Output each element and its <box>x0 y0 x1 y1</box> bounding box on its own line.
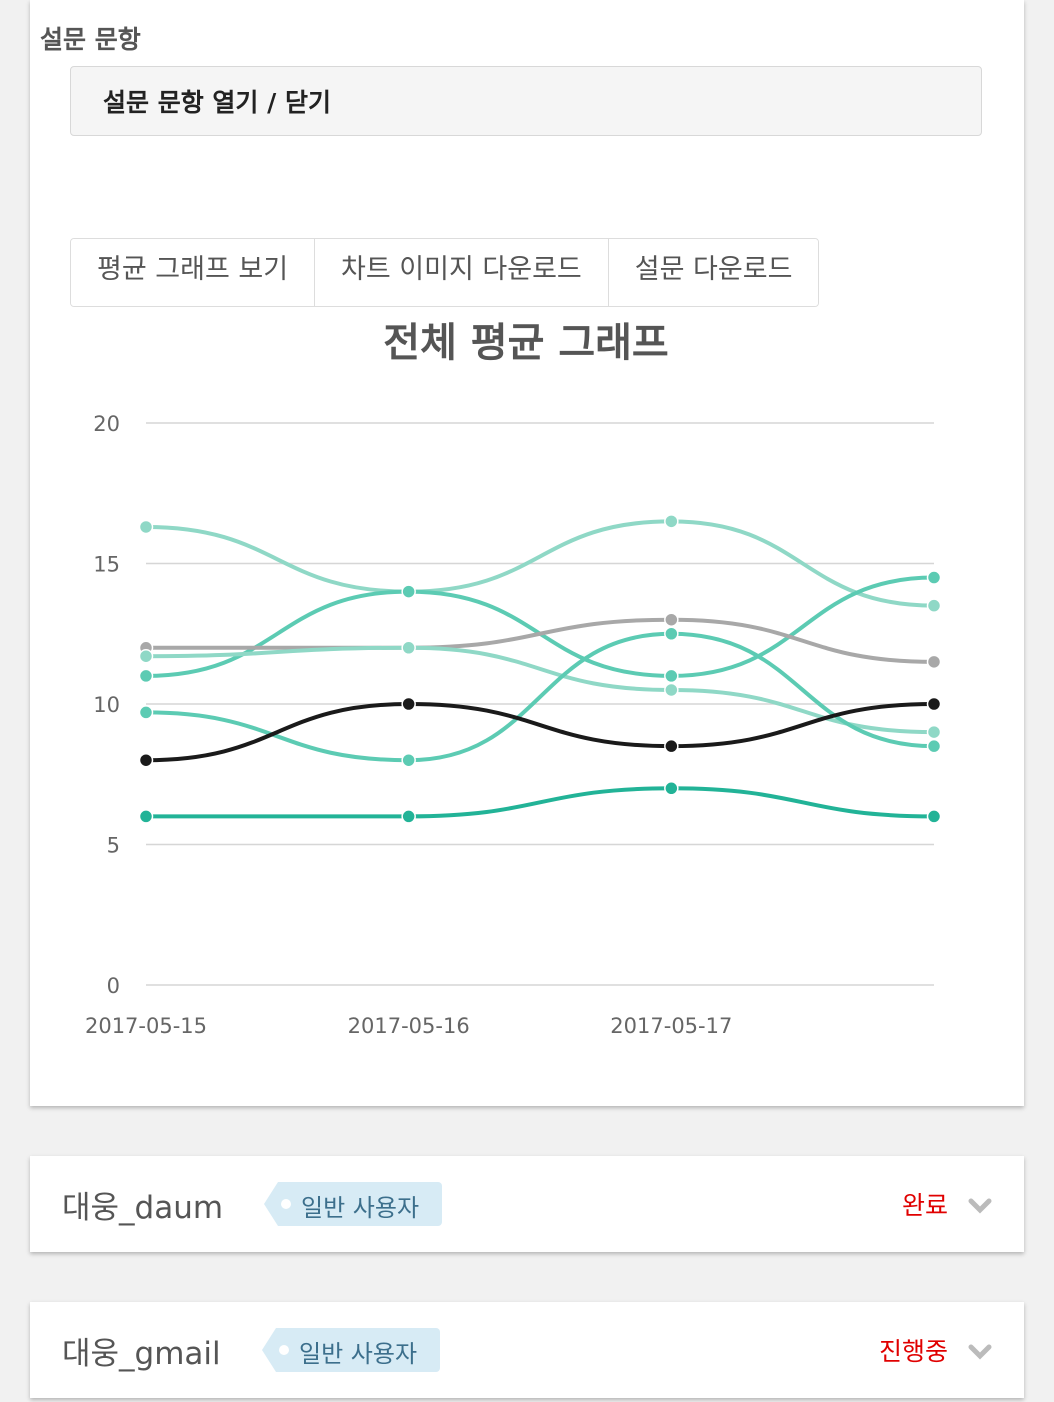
chart-toolbar: 평균 그래프 보기 차트 이미지 다운로드 설문 다운로드 <box>70 238 820 307</box>
data-point[interactable] <box>401 752 416 768</box>
series-line <box>145 631 935 763</box>
chart-image-download-button[interactable]: 차트 이미지 다운로드 <box>315 239 609 306</box>
data-point[interactable] <box>926 738 942 754</box>
data-point[interactable] <box>664 668 679 684</box>
series-line <box>146 786 935 819</box>
data-point[interactable] <box>138 519 154 535</box>
data-point[interactable] <box>664 612 679 627</box>
y-tick-label: 15 <box>93 553 120 577</box>
series-line <box>145 519 935 608</box>
response-card-1[interactable]: 대웅_daum 일반 사용자 완료 <box>30 1156 1024 1252</box>
average-line-chart: 전체 평균 그래프 0 5 10 15 20 2017-05-15 2017-05-16 2… <box>85 320 942 1038</box>
data-point[interactable] <box>926 654 942 670</box>
data-point[interactable] <box>926 696 942 712</box>
data-point[interactable] <box>664 626 679 641</box>
data-point[interactable] <box>401 809 416 824</box>
data-point[interactable] <box>138 809 154 824</box>
data-point[interactable] <box>926 724 942 740</box>
toggle-questions-label: 설문 문항 열기 / 닫기 <box>103 88 331 117</box>
average-graph-button[interactable]: 평균 그래프 보기 <box>71 239 316 306</box>
status-text: 완료 <box>901 1191 948 1220</box>
data-point[interactable] <box>401 584 416 599</box>
chart-title: 전체 평균 그래프 <box>383 320 668 366</box>
series-line <box>145 701 935 763</box>
y-tick-label: 0 <box>107 974 120 998</box>
data-point[interactable] <box>926 570 942 585</box>
y-tick-label: 5 <box>107 834 120 858</box>
data-point[interactable] <box>664 781 679 796</box>
chevron-down-icon[interactable] <box>966 1191 994 1219</box>
respondent-name: 대웅_gmail <box>62 1336 221 1372</box>
x-tick-label: 2017-05-17 <box>610 1014 732 1038</box>
respondent-name: 대웅_daum <box>62 1190 224 1226</box>
series-line <box>146 617 935 664</box>
data-point[interactable] <box>401 696 416 712</box>
survey-download-button[interactable]: 설문 다운로드 <box>608 239 819 306</box>
x-tick-label: 2017-05-15 <box>85 1014 207 1038</box>
data-point[interactable] <box>138 668 154 684</box>
data-point[interactable] <box>401 640 416 656</box>
data-point[interactable] <box>664 682 679 698</box>
x-tick-label: 2017-05-16 <box>348 1014 470 1038</box>
section-title: 설문 문항 <box>40 25 141 54</box>
response-card-2[interactable]: 대웅_gmail 일반 사용자 진행중 <box>30 1302 1024 1398</box>
role-badge: 일반 사용자 <box>262 1328 440 1372</box>
data-point[interactable] <box>664 514 679 529</box>
data-point[interactable] <box>138 705 154 720</box>
data-point[interactable] <box>138 648 154 664</box>
data-point[interactable] <box>926 598 942 613</box>
role-label: 일반 사용자 <box>299 1340 418 1368</box>
tag-hole-icon <box>281 1199 291 1209</box>
chevron-down-icon[interactable] <box>966 1337 994 1365</box>
data-point[interactable] <box>926 809 942 824</box>
status-text: 진행중 <box>878 1337 948 1366</box>
series-line <box>145 645 935 735</box>
tag-hole-icon <box>279 1345 289 1355</box>
survey-panel: 설문 문항 설문 문항 열기 / 닫기 평균 그래프 보기 차트 이미지 다운로… <box>30 0 1024 1106</box>
role-badge: 일반 사용자 <box>264 1182 442 1226</box>
data-point[interactable] <box>138 752 154 768</box>
data-point[interactable] <box>664 738 679 754</box>
y-tick-label: 20 <box>93 412 120 436</box>
series-line <box>145 575 935 678</box>
toggle-questions-button[interactable]: 설문 문항 열기 / 닫기 <box>70 66 982 136</box>
y-tick-label: 10 <box>93 693 120 717</box>
role-label: 일반 사용자 <box>301 1194 420 1222</box>
